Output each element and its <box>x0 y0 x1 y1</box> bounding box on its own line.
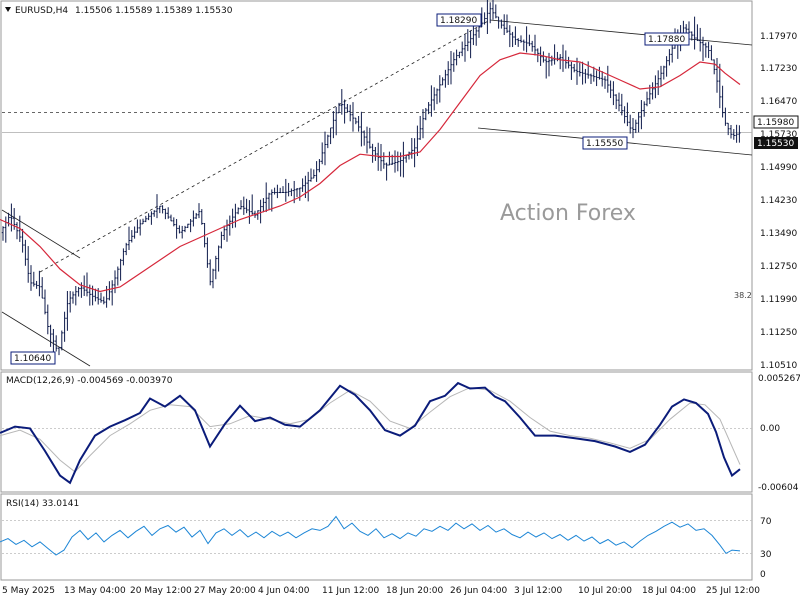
x-tick-label: 5 May 2025 <box>2 586 55 596</box>
rsi-y-axis: 70 30 0 <box>760 517 772 580</box>
price-tick-label: 1.16470 <box>760 97 797 107</box>
price-tick-label: 1.14230 <box>760 196 797 206</box>
start-low-box <box>10 351 56 365</box>
x-tick-label: 18 Jun 20:00 <box>386 586 443 596</box>
price-tag-box <box>753 115 799 129</box>
rsi-tick-label: 0 <box>760 570 766 580</box>
start-low-label: 1.10640 <box>14 354 51 364</box>
low-label-box <box>582 136 628 150</box>
price-tick-label: 1.15730 <box>760 130 797 140</box>
price-tag-last: 1.15530 <box>757 139 794 149</box>
secondary-high-box <box>644 32 690 46</box>
macd-tick-label: 0.00 <box>760 424 780 434</box>
macd-tick-label: -0.00604 <box>758 483 799 493</box>
macd-signal-line <box>0 387 741 473</box>
x-tick-label: 4 Jun 04:00 <box>258 586 310 596</box>
ohlc-values: 1.15506 1.15589 1.15389 1.15530 <box>75 6 233 16</box>
price-panel-frame <box>0 0 753 371</box>
moving-average-line <box>0 52 741 293</box>
macd-panel-frame <box>0 371 753 493</box>
dropdown-triangle-icon[interactable] <box>5 7 11 12</box>
price-tag-last-box <box>754 137 798 149</box>
price-tick-label: 1.11990 <box>760 295 797 305</box>
secondary-high-label: 1.17880 <box>648 35 685 45</box>
rsi-tick-label: 30 <box>760 550 772 560</box>
x-tick-label: 25 Jul 12:00 <box>706 586 760 596</box>
high-label-box <box>436 13 482 27</box>
rsi-plot <box>0 515 752 556</box>
macd-tick-label: 0.005267 <box>758 374 800 384</box>
rsi-panel-frame <box>0 493 753 581</box>
high-label: 1.18290 <box>440 16 477 26</box>
price-tick-label: 1.12750 <box>760 262 797 272</box>
symbol-label: EURUSD,H4 <box>15 6 68 16</box>
price-y-axis: 1.17970 1.17230 1.16470 1.15730 1.14990 … <box>760 32 797 371</box>
early-channel-upper <box>1 209 81 259</box>
x-tick-label: 26 Jun 04:00 <box>450 586 507 596</box>
x-tick-label: 11 Jun 12:00 <box>322 586 379 596</box>
price-tick-label: 1.11250 <box>760 328 797 338</box>
early-channel-lower <box>1 311 91 367</box>
price-plot <box>0 0 753 367</box>
channel-upper <box>489 19 753 46</box>
macd-plot <box>0 381 752 485</box>
x-tick-label: 18 Jul 04:00 <box>642 586 696 596</box>
macd-title: MACD(12,26,9) -0.004569 -0.003970 <box>6 376 173 386</box>
price-tick-label: 1.13490 <box>760 229 797 239</box>
price-tick-label: 1.17970 <box>760 32 797 42</box>
price-tick-label: 1.14990 <box>760 163 797 173</box>
x-tick-label: 20 May 12:00 <box>130 586 192 596</box>
macd-y-axis: 0.005267 0.00 -0.00604 <box>758 374 800 493</box>
x-tick-label: 10 Jul 20:00 <box>578 586 632 596</box>
x-tick-label: 13 May 04:00 <box>64 586 126 596</box>
fib-label: 38.2 <box>734 291 752 300</box>
x-tick-label: 27 May 20:00 <box>194 586 256 596</box>
watermark: Action Forex <box>500 201 636 226</box>
rsi-tick-label: 70 <box>760 517 772 527</box>
rsi-line <box>0 515 741 556</box>
price-tick-label: 1.17230 <box>760 64 797 74</box>
price-tick-label: 1.10510 <box>760 361 797 371</box>
low-label: 1.15550 <box>586 139 623 149</box>
x-tick-label: 3 Jul 12:00 <box>514 586 563 596</box>
price-tag-dashed: 1.15980 <box>757 118 794 128</box>
rsi-title: RSI(14) 33.0141 <box>6 499 79 509</box>
x-axis: 5 May 2025 13 May 04:00 20 May 12:00 27 … <box>2 586 760 596</box>
macd-line <box>0 381 741 485</box>
dashed-trendline <box>39 19 491 273</box>
